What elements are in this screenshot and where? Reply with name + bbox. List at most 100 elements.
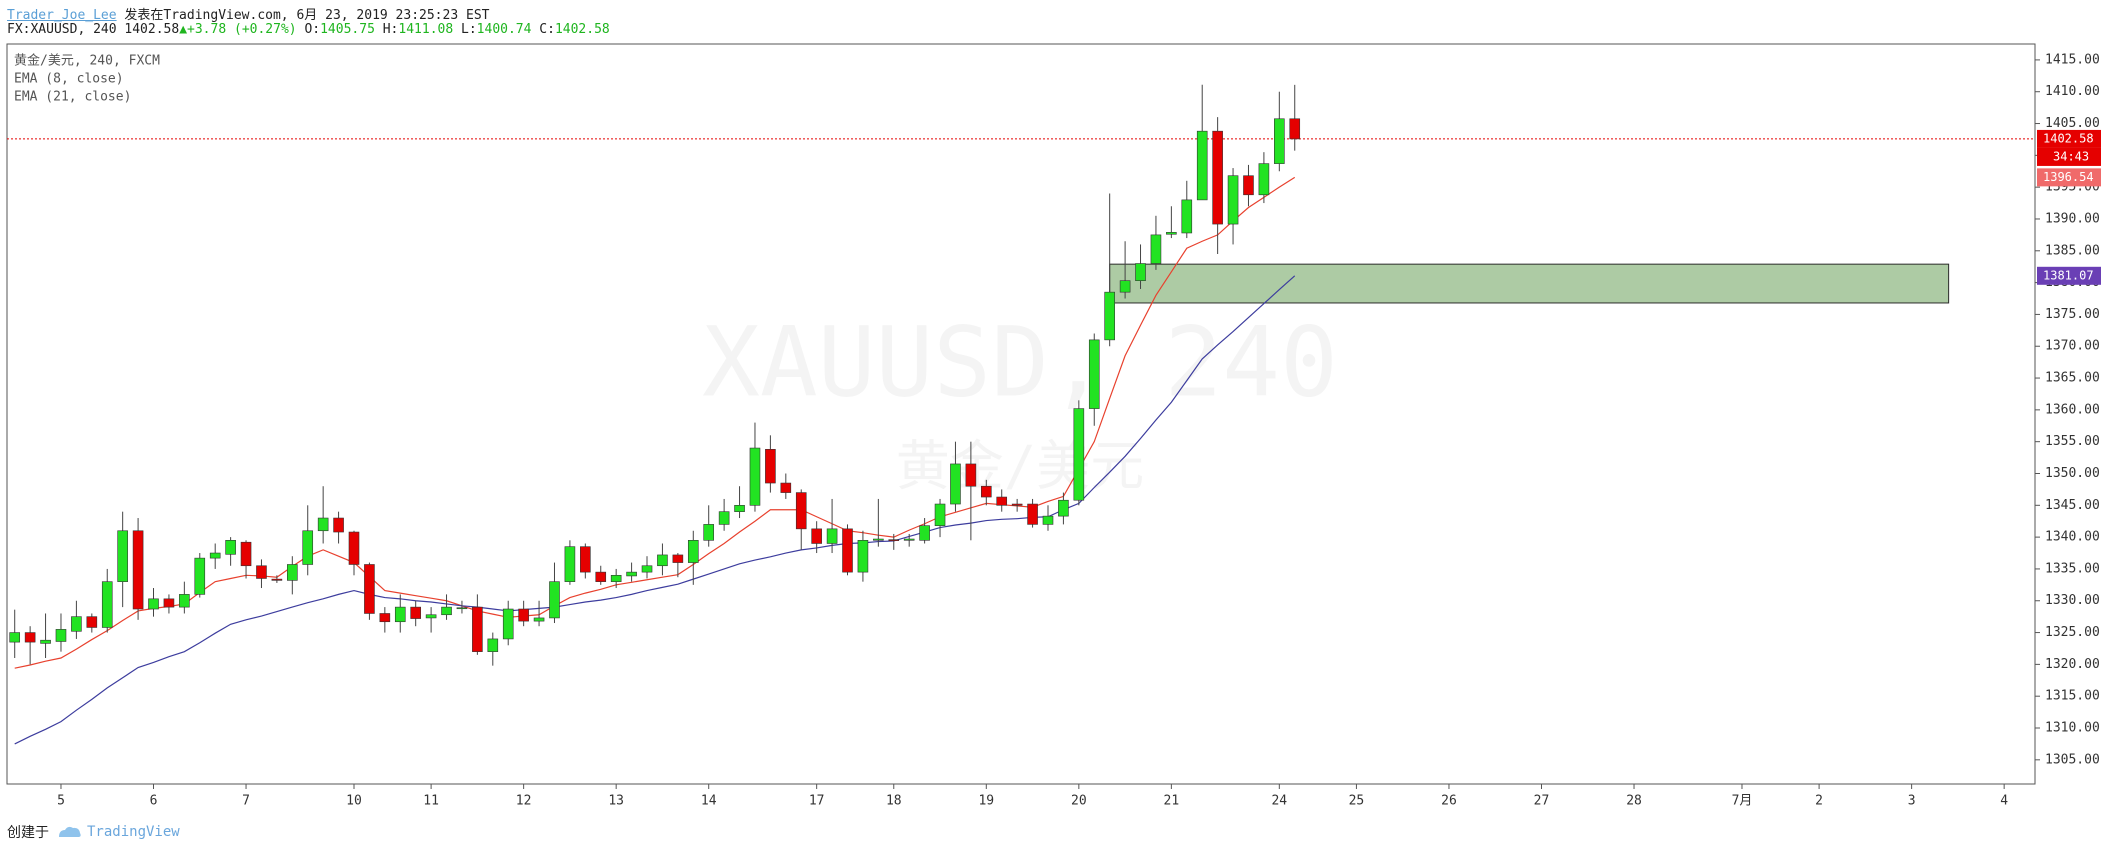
- candle-body: [765, 449, 776, 484]
- watermark: 黄金/美元: [896, 435, 1145, 498]
- plot-frame: [6, 43, 2036, 785]
- brand[interactable]: TradingView: [87, 824, 180, 840]
- ema-price-label: 1396.54: [2043, 170, 2094, 184]
- candle-body: [533, 617, 545, 622]
- candle-body: [86, 616, 98, 628]
- candle-body: [225, 540, 236, 555]
- ema-price-label-box: [2037, 168, 2101, 187]
- x-tick-label: 17: [809, 794, 825, 809]
- candle-body: [1243, 175, 1254, 196]
- x-tick-label: 24: [1271, 794, 1287, 809]
- legend-entry: EMA (8, close): [14, 72, 124, 87]
- candle-body: [903, 538, 915, 541]
- brand-logo: [59, 826, 81, 837]
- candle-body: [271, 578, 283, 581]
- ohlc-value: 1405.75: [320, 22, 375, 37]
- candle-body: [1135, 263, 1146, 281]
- candle-body: [1058, 499, 1069, 517]
- candle-body: [55, 629, 67, 642]
- candle-body: [502, 608, 514, 640]
- candle-body: [333, 517, 344, 533]
- x-tick-label: 10: [346, 794, 362, 809]
- candle-body: [379, 613, 391, 623]
- candle-body: [425, 614, 437, 619]
- y-tick-label: 1350.00: [2045, 466, 2100, 481]
- ohlc-label: L:: [461, 22, 477, 37]
- ohlc-label: H:: [382, 22, 399, 37]
- candle-body: [24, 632, 36, 643]
- candle-body: [857, 540, 869, 573]
- y-tick-label: 1370.00: [2045, 339, 2100, 354]
- y-tick-label: 1345.00: [2045, 498, 2100, 513]
- candle-body: [749, 447, 761, 506]
- publish-line: Trader_Joe_Lee 发表在TradingView.com, 6月 23…: [7, 4, 489, 23]
- candle-body: [873, 538, 884, 541]
- x-tick-label: 6: [150, 794, 158, 809]
- candle-body: [472, 606, 483, 652]
- candle-body: [1119, 280, 1131, 293]
- x-tick-label: 26: [1441, 794, 1457, 809]
- candle-body: [549, 581, 560, 619]
- candle-body: [101, 581, 113, 628]
- x-tick-label: 13: [608, 794, 624, 809]
- legend-entry: EMA (21, close): [14, 90, 131, 105]
- created-label: 创建于: [7, 825, 49, 841]
- ohlc-label: O:: [304, 22, 321, 37]
- candle-body: [256, 565, 267, 579]
- candle-body: [580, 546, 591, 573]
- candle-body: [703, 524, 715, 541]
- candle-body: [1166, 232, 1177, 235]
- y-tick-label: 1355.00: [2045, 434, 2100, 449]
- candle-body: [71, 616, 82, 632]
- last-price-label-box: [2037, 129, 2101, 148]
- candle-body: [456, 607, 468, 610]
- ohlc-label: C:: [539, 22, 555, 37]
- candle-body: [163, 598, 175, 608]
- ema-line: [14, 176, 1296, 669]
- y-tick-label: 1320.00: [2045, 657, 2100, 672]
- y-tick-label: 1325.00: [2045, 625, 2100, 640]
- x-tick-label: 4: [2000, 794, 2008, 809]
- candle-body: [1088, 339, 1100, 409]
- y-tick-label: 1405.00: [2045, 116, 2100, 131]
- candle-body: [1150, 234, 1162, 264]
- candle-body: [348, 531, 360, 565]
- y-tick-label: 1410.00: [2045, 84, 2100, 99]
- candle-body: [394, 606, 406, 623]
- candle-body: [132, 530, 144, 610]
- candle-body: [842, 528, 853, 573]
- ema-line: [14, 275, 1296, 745]
- candle-body: [364, 564, 375, 614]
- candle-body: [9, 632, 21, 643]
- candle-body: [888, 539, 900, 541]
- candle-body: [610, 574, 622, 582]
- candle-body: [410, 606, 421, 619]
- y-tick-label: 1375.00: [2045, 307, 2100, 322]
- candle-body: [687, 540, 699, 563]
- x-tick-label: 2: [1815, 794, 1823, 809]
- change: +3.78: [187, 22, 227, 37]
- countdown-box: [2037, 147, 2101, 166]
- candle-body: [302, 530, 314, 565]
- y-tick-label: 1415.00: [2045, 52, 2100, 67]
- candle-body: [117, 530, 128, 582]
- author[interactable]: Trader_Joe_Lee: [7, 8, 117, 23]
- candle-body: [811, 528, 822, 544]
- ema-price-label-box: [2037, 266, 2101, 285]
- symbol-line: FX:XAUUSD, 240 1402.58▲+3.78 (+0.27%) O:…: [7, 22, 610, 37]
- candle-body: [1073, 408, 1085, 501]
- candle-body: [240, 541, 252, 567]
- symbol: FX:XAUUSD, 240: [7, 22, 117, 37]
- candle-body: [487, 638, 499, 652]
- candle-body: [441, 606, 452, 616]
- candle-body: [657, 554, 668, 567]
- x-tick-label: 28: [1626, 794, 1642, 809]
- candle-body: [1104, 291, 1115, 341]
- candle-body: [626, 571, 637, 577]
- ema-price-label: 1381.07: [2043, 268, 2094, 282]
- y-tick-label: 1390.00: [2045, 211, 2100, 226]
- ohlc-value: 1400.74: [476, 22, 532, 37]
- x-tick-label: 27: [1534, 794, 1550, 809]
- x-tick-label: 18: [886, 794, 902, 809]
